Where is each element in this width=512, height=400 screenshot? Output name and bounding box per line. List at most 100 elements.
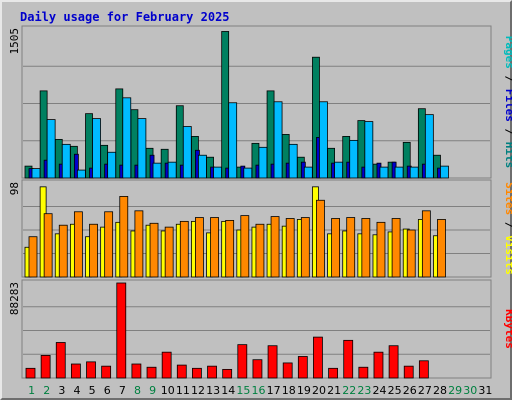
bar-hits-pages-day-23 [364, 121, 374, 179]
bar-kbytes-kbytes-day-6 [101, 365, 112, 379]
day-label-29: 29 [448, 384, 462, 397]
bar-hits-pages-day-28 [440, 165, 449, 179]
bar-kbytes-kbytes-day-16 [252, 359, 263, 379]
scale-label-hits: 1505 [8, 28, 21, 55]
day-label-6: 6 [104, 384, 111, 397]
bar-hits-pages-day-25 [394, 166, 404, 179]
day-label-10: 10 [161, 384, 175, 397]
bar-kbytes-kbytes-day-22 [343, 339, 354, 379]
bar-kbytes-kbytes-day-2 [40, 355, 51, 379]
bar-kbytes-kbytes-day-3 [55, 342, 66, 379]
bar-kbytes-kbytes-day-1 [25, 367, 36, 379]
legend-item-visits-2: Visits [503, 235, 512, 275]
bar-visits-sites-day-20 [316, 199, 325, 278]
day-label-14: 14 [221, 384, 235, 397]
bar-kbytes-kbytes-day-10 [161, 351, 172, 379]
bar-visits-sites-day-24 [376, 221, 386, 278]
day-label-9: 9 [149, 384, 156, 397]
legend-item-hits-2: Files [503, 89, 512, 122]
bar-hits-pages-day-4 [76, 169, 86, 179]
bar-hits-pages-day-15 [243, 167, 253, 179]
bar-kbytes-kbytes-day-11 [176, 364, 187, 379]
bar-visits-sites-day-1 [28, 236, 38, 278]
legend-item-visits-1: / [503, 215, 512, 235]
bar-hits-hits-day-7 [115, 88, 124, 179]
bar-hits-pages-day-24 [379, 166, 389, 179]
bar-hits-pages-day-13 [213, 166, 222, 179]
bar-hits-pages-day-19 [303, 166, 313, 179]
bar-hits-pages-day-26 [409, 166, 419, 179]
legend-kbytes: KBytes [503, 309, 512, 349]
bar-kbytes-kbytes-day-19 [297, 356, 308, 379]
bar-hits-hits-day-14 [221, 31, 230, 179]
bar-kbytes-kbytes-day-17 [267, 345, 278, 379]
bar-visits-sites-day-8 [134, 210, 144, 278]
bar-visits-sites-day-15 [240, 215, 250, 278]
day-label-17: 17 [267, 384, 281, 397]
day-label-4: 4 [73, 384, 80, 397]
bar-hits-hits-day-26 [402, 141, 411, 179]
bar-hits-pages-day-5 [92, 118, 101, 179]
day-label-22: 22 [342, 384, 356, 397]
bar-hits-pages-day-7 [122, 97, 132, 179]
bar-kbytes-kbytes-day-7 [116, 282, 127, 379]
legend-item-visits-0: Sites [503, 182, 512, 215]
day-label-12: 12 [191, 384, 205, 397]
bar-kbytes-kbytes-day-20 [313, 336, 323, 379]
bar-kbytes-kbytes-day-15 [237, 344, 248, 379]
bar-visits-sites-day-23 [361, 218, 371, 278]
bar-hits-pages-day-1 [31, 168, 41, 179]
legend-item-kbytes-0: KBytes [503, 309, 512, 349]
bar-hits-files-day-4 [73, 153, 79, 179]
legend-hits: Pages / Files / Hits [503, 36, 512, 169]
bar-hits-pages-day-20 [319, 101, 328, 179]
day-label-27: 27 [418, 384, 432, 397]
day-label-26: 26 [403, 384, 417, 397]
bar-kbytes-kbytes-day-5 [86, 361, 96, 379]
bar-kbytes-kbytes-day-25 [388, 345, 399, 379]
bar-hits-pages-day-27 [424, 114, 434, 179]
day-label-21: 21 [327, 384, 341, 397]
bar-hits-pages-day-18 [288, 143, 298, 179]
day-label-11: 11 [176, 384, 190, 397]
bar-kbytes-kbytes-day-12 [192, 367, 202, 379]
day-label-5: 5 [89, 384, 96, 397]
bar-hits-pages-day-12 [198, 154, 207, 179]
bar-hits-pages-day-11 [182, 126, 192, 179]
day-label-23: 23 [357, 384, 371, 397]
bar-visits-sites-day-21 [331, 218, 340, 278]
legend-item-hits-3: / [503, 122, 512, 142]
day-label-1: 1 [28, 384, 35, 397]
bar-visits-sites-day-9 [149, 222, 159, 278]
day-label-7: 7 [119, 384, 126, 397]
bar-visits-sites-day-5 [89, 223, 98, 278]
scale-label-visits: 98 [8, 182, 21, 195]
day-label-25: 25 [388, 384, 402, 397]
day-label-2: 2 [43, 384, 50, 397]
bar-hits-pages-day-2 [46, 119, 56, 179]
bar-kbytes-kbytes-day-24 [373, 351, 384, 379]
bar-visits-sites-day-10 [164, 226, 174, 278]
bar-visits-sites-day-22 [346, 217, 356, 278]
bar-visits-sites-day-11 [179, 220, 189, 278]
bar-hits-pages-day-8 [137, 118, 147, 179]
day-label-28: 28 [433, 384, 447, 397]
bar-kbytes-kbytes-day-14 [222, 368, 233, 379]
bar-hits-pages-day-10 [167, 161, 177, 179]
scale-label-kbytes: 88283 [8, 282, 21, 315]
day-label-24: 24 [373, 384, 387, 397]
chart-title: Daily usage for February 2025 [20, 10, 230, 24]
day-label-31: 31 [478, 384, 492, 397]
bar-kbytes-kbytes-day-8 [131, 363, 142, 379]
day-label-18: 18 [282, 384, 296, 397]
bar-visits-sites-day-6 [104, 211, 114, 278]
legend-item-hits-1: / [503, 69, 512, 89]
bar-visits-sites-day-26 [406, 229, 416, 278]
bar-visits-sites-day-14 [225, 220, 235, 278]
day-label-3: 3 [58, 384, 65, 397]
bar-visits-sites-day-2 [43, 213, 53, 278]
bar-hits-pages-day-16 [258, 146, 268, 179]
day-label-8: 8 [134, 384, 141, 397]
legend-visits: Sites / Visits [503, 182, 512, 275]
